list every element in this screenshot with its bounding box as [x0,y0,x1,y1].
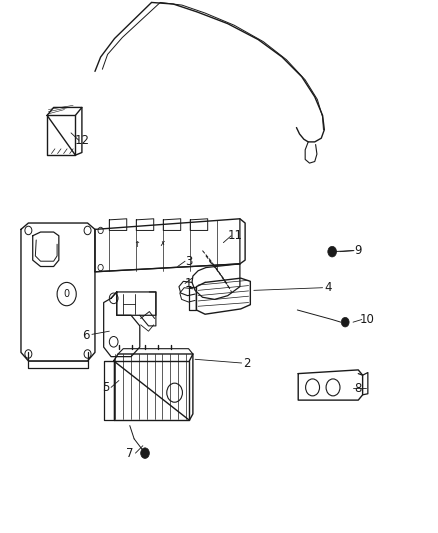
Text: 2: 2 [244,357,251,369]
Text: ✗: ✗ [159,241,166,247]
Text: ↑: ↑ [133,240,140,249]
Text: 9: 9 [354,244,362,257]
Text: 4: 4 [324,281,332,294]
Text: 12: 12 [74,134,89,147]
Circle shape [141,448,149,458]
Text: 5: 5 [102,381,110,394]
Circle shape [328,246,336,257]
Circle shape [341,317,349,327]
Text: 8: 8 [355,382,362,395]
Text: 11: 11 [228,229,243,242]
Text: 1: 1 [185,277,192,290]
Text: 10: 10 [360,313,374,326]
Text: 6: 6 [82,329,90,342]
Text: 3: 3 [185,255,192,268]
Text: 7: 7 [126,447,134,459]
Text: 0: 0 [64,289,70,299]
